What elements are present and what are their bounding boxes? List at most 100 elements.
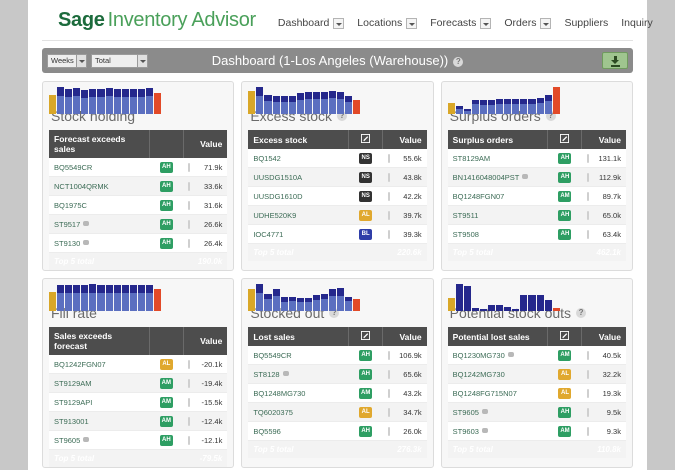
chevron-down-icon[interactable] — [540, 17, 552, 29]
nav-item-forecasts[interactable]: Forecasts — [430, 17, 492, 29]
table-row[interactable]: BQ1230MG730 AM 40.5k — [447, 346, 626, 365]
item-code[interactable]: ST9129API — [49, 392, 150, 412]
table-row[interactable]: UDHE520K9 AL 39.7k — [248, 205, 427, 225]
sage-logo[interactable]: Sage Inventory Advisor — [58, 9, 256, 32]
table-row[interactable]: ST9511 AH 65.0k — [447, 205, 626, 225]
column-header-name[interactable]: Potential lost sales — [447, 327, 549, 346]
item-code[interactable]: BQ1542 — [248, 149, 349, 168]
status-badge[interactable]: AM — [359, 388, 373, 399]
item-code[interactable]: BQ1248MG730 — [248, 383, 349, 403]
table-row[interactable]: BQ5596 AH 26.0k — [248, 421, 427, 441]
edit-icon[interactable] — [547, 327, 583, 346]
table-row[interactable]: BN1416048004PST AH 112.9k — [447, 167, 626, 187]
status-badge[interactable]: NS — [359, 172, 373, 183]
item-code[interactable]: BQ1230MG730 — [447, 346, 548, 365]
status-badge[interactable]: AH — [159, 181, 173, 192]
table-row[interactable]: BQ1248FG715N07 AL 19.3k — [447, 383, 626, 403]
status-badge[interactable]: AM — [558, 426, 572, 437]
comment-icon[interactable] — [83, 220, 90, 226]
table-row[interactable]: ST9508 AH 63.4k — [447, 224, 626, 244]
chevron-down-icon[interactable] — [406, 17, 418, 29]
item-code[interactable]: ST9511 — [447, 205, 548, 225]
nav-item-locations[interactable]: Locations — [357, 17, 418, 29]
item-code[interactable]: ST8129AM — [447, 149, 548, 168]
help-icon[interactable]: ? — [576, 308, 587, 318]
status-badge[interactable]: AL — [558, 369, 572, 380]
help-icon[interactable]: ? — [545, 111, 556, 121]
item-code[interactable]: ST9605 — [49, 430, 150, 450]
table-row[interactable]: NCT1004QRMK AH 33.6k — [49, 176, 228, 196]
chevron-down-icon[interactable] — [480, 17, 492, 29]
table-row[interactable]: IOC4771 BL 39.3k — [248, 224, 427, 244]
status-badge[interactable]: AH — [558, 153, 572, 164]
item-code[interactable]: BQ1248FG715N07 — [447, 383, 548, 403]
column-header-name[interactable]: Excess stock — [248, 130, 350, 149]
item-code[interactable]: ST9130 — [49, 233, 150, 253]
item-code[interactable]: BQ1248FGN07 — [447, 186, 548, 206]
table-row[interactable]: BQ1975C AH 31.6k — [49, 195, 228, 215]
status-badge[interactable]: AH — [359, 426, 373, 437]
status-badge[interactable]: NS — [359, 153, 373, 164]
status-badge[interactable]: AH — [558, 407, 572, 418]
download-button[interactable] — [602, 52, 628, 69]
status-badge[interactable]: AH — [558, 210, 572, 221]
status-badge[interactable]: AH — [558, 229, 572, 240]
comment-icon[interactable] — [481, 408, 488, 414]
status-badge[interactable]: AM — [558, 350, 572, 361]
table-row[interactable]: ST9603 AM 9.3k — [447, 421, 626, 441]
table-row[interactable]: TQ6020375 AL 34.7k — [248, 402, 427, 422]
comment-icon[interactable] — [507, 351, 514, 357]
item-code[interactable]: IOC4771 — [248, 224, 349, 244]
item-code[interactable]: ST9508 — [447, 224, 548, 244]
item-code[interactable]: ST9129AM — [49, 373, 150, 393]
status-badge[interactable]: AH — [159, 162, 173, 173]
status-badge[interactable]: AL — [359, 210, 373, 221]
status-badge[interactable]: AH — [558, 172, 572, 183]
table-row[interactable]: BQ1542 NS 55.6k — [248, 149, 427, 168]
table-row[interactable]: ST9605 AH -12.1k — [49, 430, 228, 450]
table-row[interactable]: ST9517 AH 26.6k — [49, 214, 228, 234]
status-badge[interactable]: AH — [159, 435, 173, 446]
table-row[interactable]: BQ5549CR AH 106.9k — [248, 346, 427, 365]
item-code[interactable]: TQ6020375 — [248, 402, 349, 422]
status-badge[interactable]: AH — [359, 369, 373, 380]
table-row[interactable]: UUSDG1510A NS 43.8k — [248, 167, 427, 187]
status-badge[interactable]: AH — [159, 200, 173, 211]
item-code[interactable]: UUSDG1510A — [248, 167, 349, 187]
table-row[interactable]: ST913001 AM -12.4k — [49, 411, 228, 431]
status-badge[interactable]: NS — [359, 191, 373, 202]
chevron-down-icon[interactable] — [333, 17, 345, 29]
help-icon[interactable]: ? — [337, 111, 348, 121]
table-row[interactable]: ST9129AM AM -19.4k — [49, 373, 228, 393]
status-badge[interactable]: AM — [558, 191, 572, 202]
nav-item-suppliers[interactable]: Suppliers — [564, 17, 608, 29]
comment-icon[interactable] — [83, 239, 90, 245]
column-header-value[interactable]: Value — [581, 130, 626, 149]
item-code[interactable]: BQ1242FGN07 — [49, 355, 150, 374]
column-header-value[interactable]: Value — [581, 327, 626, 346]
table-row[interactable]: BQ1248FGN07 AM 89.7k — [447, 186, 626, 206]
table-row[interactable]: ST9129API AM -15.5k — [49, 392, 228, 412]
status-badge[interactable]: AH — [359, 350, 373, 361]
item-code[interactable]: BQ1975C — [49, 195, 150, 215]
table-row[interactable]: BQ5549CR AH 71.9k — [49, 158, 228, 177]
status-badge[interactable]: AM — [159, 378, 173, 389]
edit-icon[interactable] — [348, 130, 384, 149]
status-badge[interactable]: AM — [159, 397, 173, 408]
nav-item-orders[interactable]: Orders — [504, 17, 552, 29]
comment-icon[interactable] — [282, 370, 289, 376]
table-row[interactable]: ST8128 AH 65.6k — [248, 364, 427, 384]
item-code[interactable]: ST9603 — [447, 421, 548, 441]
table-row[interactable]: ST9130 AH 26.4k — [49, 233, 228, 253]
column-header-name[interactable]: Forecast exceeds sales — [49, 130, 150, 158]
table-row[interactable]: BQ1248MG730 AM 43.2k — [248, 383, 427, 403]
item-code[interactable]: BQ5596 — [248, 421, 349, 441]
item-code[interactable]: ST9517 — [49, 214, 150, 234]
column-header-value[interactable]: Value — [183, 130, 228, 158]
column-header-name[interactable]: Lost sales — [248, 327, 350, 346]
status-badge[interactable]: AL — [359, 407, 373, 418]
column-header-value[interactable]: Value — [183, 327, 228, 355]
table-row[interactable]: ST9605 AH 9.5k — [447, 402, 626, 422]
help-icon[interactable]: ? — [329, 308, 340, 318]
status-badge[interactable]: AH — [159, 219, 173, 230]
